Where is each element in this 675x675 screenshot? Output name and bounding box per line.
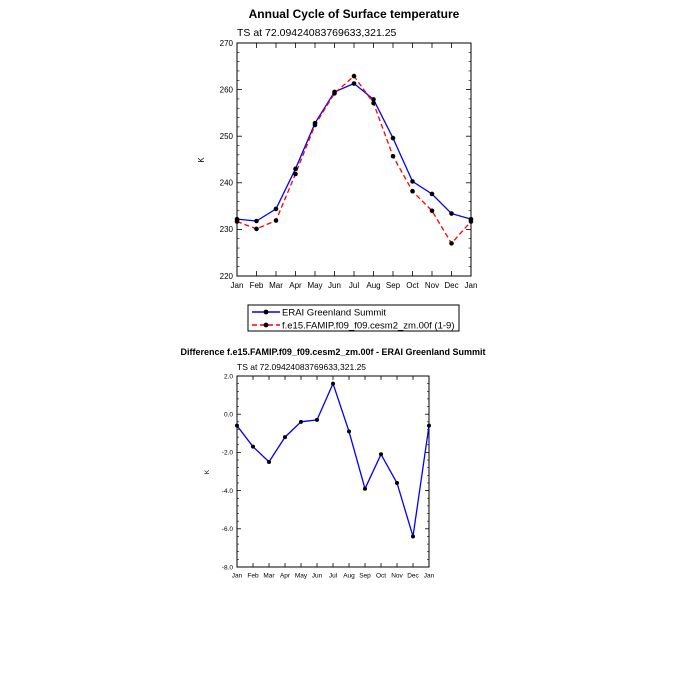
chart1-series-1-point — [410, 179, 415, 184]
chart2-x-tick-label: Mar — [263, 573, 275, 580]
chart1-series-2-point — [332, 91, 337, 96]
chart1-series-2-point — [312, 122, 318, 128]
chart1-series-2-point — [254, 226, 259, 232]
chart2-x-tick-label: Nov — [391, 573, 403, 580]
chart2-series-1-point — [251, 444, 255, 449]
chart1-series-2-point — [273, 218, 279, 223]
chart2-y-tick-label: -6.0 — [222, 526, 234, 533]
chart2-series-1-point — [411, 534, 415, 539]
chart2-x-tick-label: May — [295, 573, 308, 580]
chart1-series-2-point — [351, 73, 357, 79]
chart2-series-1-point — [347, 429, 351, 434]
chart2-series-line-1 — [236, 381, 430, 537]
chart1-y-tick-label: 220 — [220, 272, 234, 281]
chart1-subtitle: TS at 72.09424083769633,321.25 — [237, 27, 397, 39]
difference-chart: Difference f.e15.FAMIP.f09_f09.cesm2_zm.… — [181, 347, 486, 580]
chart2-series-1-point — [395, 480, 399, 485]
chart2-x-tick-label: Jan — [424, 573, 435, 580]
chart1-x-tick-label: Aug — [366, 281, 380, 290]
legend-box — [247, 304, 460, 332]
chart1-series-2-point — [234, 219, 240, 224]
chart1-x-tick-label: Dec — [444, 281, 458, 290]
chart1-x-tick-label: Sep — [386, 281, 401, 290]
chart1-y-axis-label: K — [197, 157, 206, 163]
chart2-series-1-point — [363, 486, 367, 491]
chart2-series-1-point — [379, 452, 383, 457]
chart2-series-1-point — [283, 435, 287, 440]
chart1-y-tick-label: 250 — [220, 132, 234, 141]
chart2-x-tick-label: Jul — [329, 573, 338, 580]
chart1-x-tick-label: Jan — [465, 281, 478, 290]
chart1-axes: Jan Feb Mar Apr May Jun Jul Aug Sep Oct Nov Dec Jan2… — [220, 39, 478, 290]
chart2-x-tick-label: Apr — [280, 573, 291, 580]
chart1-x-tick-label: Jul — [349, 281, 359, 290]
chart2-x-tick-label: Oct — [376, 573, 386, 580]
chart1-x-tick-label: Jan — [231, 281, 244, 290]
chart1-series-2-point — [468, 219, 474, 224]
chart2-series — [235, 381, 431, 539]
chart1-x-tick-label: May — [307, 281, 322, 290]
chart1-series-2-point — [449, 241, 454, 246]
chart1-y-tick-label: 260 — [220, 85, 234, 94]
chart1-series-2-point — [429, 208, 435, 214]
chart2-x-tick-label: Jun — [312, 573, 323, 580]
chart1-series-2-point — [293, 171, 298, 177]
chart2-x-tick-label: Sep — [359, 573, 371, 580]
chart1-series-2-point — [390, 153, 396, 159]
chart1-series-2-point — [371, 100, 376, 106]
chart2-series-1-point — [427, 423, 431, 428]
chart2-series-1-point — [315, 417, 319, 422]
chart2-subtitle: TS at 72.09424083769633,321.25 — [237, 362, 366, 372]
chart1-series-1-point — [449, 211, 454, 216]
chart2-title: Difference f.e15.FAMIP.f09_f09.cesm2_zm.… — [181, 347, 486, 357]
chart1-legend: ERAI Greenland Summit f.e15.FAMIP.f09_f0… — [247, 304, 460, 332]
chart1-x-tick-label: Nov — [425, 281, 439, 290]
chart2-y-tick-label: 2.0 — [224, 373, 233, 380]
chart1-series-1-point — [273, 206, 279, 212]
chart1-series — [234, 73, 474, 246]
chart1-x-tick-label: Jun — [328, 281, 341, 290]
chart2-x-tick-label: Jan — [232, 573, 243, 580]
chart2-series-1-point — [299, 419, 303, 424]
chart1-series-2-point — [410, 188, 415, 194]
chart1-x-tick-label: Mar — [269, 281, 283, 290]
chart1-series-1-point — [429, 191, 435, 197]
legend-marker-erai — [263, 309, 269, 315]
chart1-title: Annual Cycle of Surface temperature — [249, 7, 460, 21]
chart2-x-tick-label: Dec — [407, 573, 419, 580]
chart1-y-tick-label: 270 — [220, 39, 234, 48]
chart2-y-tick-label: -4.0 — [222, 488, 234, 495]
chart2-y-tick-label: 0.0 — [224, 411, 233, 418]
chart2-series-1-point — [235, 423, 239, 428]
chart2-x-tick-label: Aug — [343, 573, 355, 580]
chart2-x-tick-label: Feb — [247, 573, 259, 580]
annual-cycle-chart: Annual Cycle of Surface temperature TS a… — [197, 7, 477, 290]
chart2-series-1-point — [331, 381, 335, 386]
chart2-y-tick-label: -2.0 — [222, 450, 234, 457]
legend-marker-model — [263, 322, 269, 328]
chart1-series-1-point — [254, 218, 259, 224]
chart1-series-1-point — [371, 97, 376, 102]
chart1-y-tick-label: 240 — [220, 179, 234, 188]
chart1-x-tick-label: Feb — [250, 281, 264, 290]
chart1-series-line-2 — [236, 75, 472, 245]
legend-label-model: f.e15.FAMIP.f09_f09.cesm2_zm.00f (1-9) — [282, 321, 455, 332]
chart1-y-tick-label: 230 — [220, 225, 234, 234]
chart1-series-line-1 — [236, 82, 472, 222]
chart1-series-1-point — [293, 166, 298, 172]
chart1-x-tick-label: Oct — [406, 281, 419, 290]
chart2-series-1-point — [267, 459, 271, 464]
chart2-y-axis-label: K — [204, 469, 211, 474]
chart2-y-tick-label: -8.0 — [222, 564, 234, 571]
chart2-plot-frame — [236, 375, 430, 568]
chart2-axes: Jan Feb Mar Apr May Jun Jul Aug Sep Oct Nov Dec Jan -… — [222, 373, 435, 579]
chart1-x-tick-label: Apr — [289, 281, 302, 290]
chart1-series-1-point — [390, 135, 396, 141]
legend-label-erai: ERAI Greenland Summit — [282, 308, 386, 319]
chart1-series-1-point — [351, 81, 357, 86]
